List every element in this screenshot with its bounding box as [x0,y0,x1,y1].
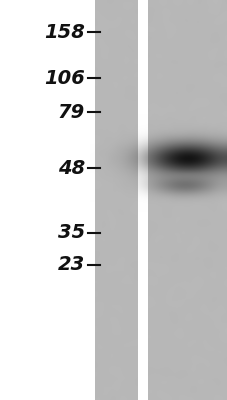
Text: 23: 23 [57,256,85,274]
Text: 106: 106 [44,68,85,88]
Text: 35: 35 [57,224,85,242]
Text: 79: 79 [57,102,85,122]
Text: 48: 48 [57,158,85,178]
Text: 158: 158 [44,22,85,42]
